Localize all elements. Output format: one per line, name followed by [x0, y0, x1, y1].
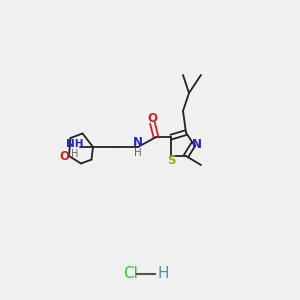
Text: H: H: [158, 266, 169, 281]
Text: N: N: [133, 136, 143, 149]
Text: H: H: [71, 148, 79, 159]
Text: S: S: [167, 154, 175, 167]
Text: NH: NH: [66, 139, 84, 149]
Text: Cl: Cl: [123, 266, 138, 281]
Text: N: N: [191, 137, 202, 151]
Text: O: O: [59, 149, 70, 163]
Text: H: H: [134, 148, 142, 158]
Text: O: O: [147, 112, 158, 125]
